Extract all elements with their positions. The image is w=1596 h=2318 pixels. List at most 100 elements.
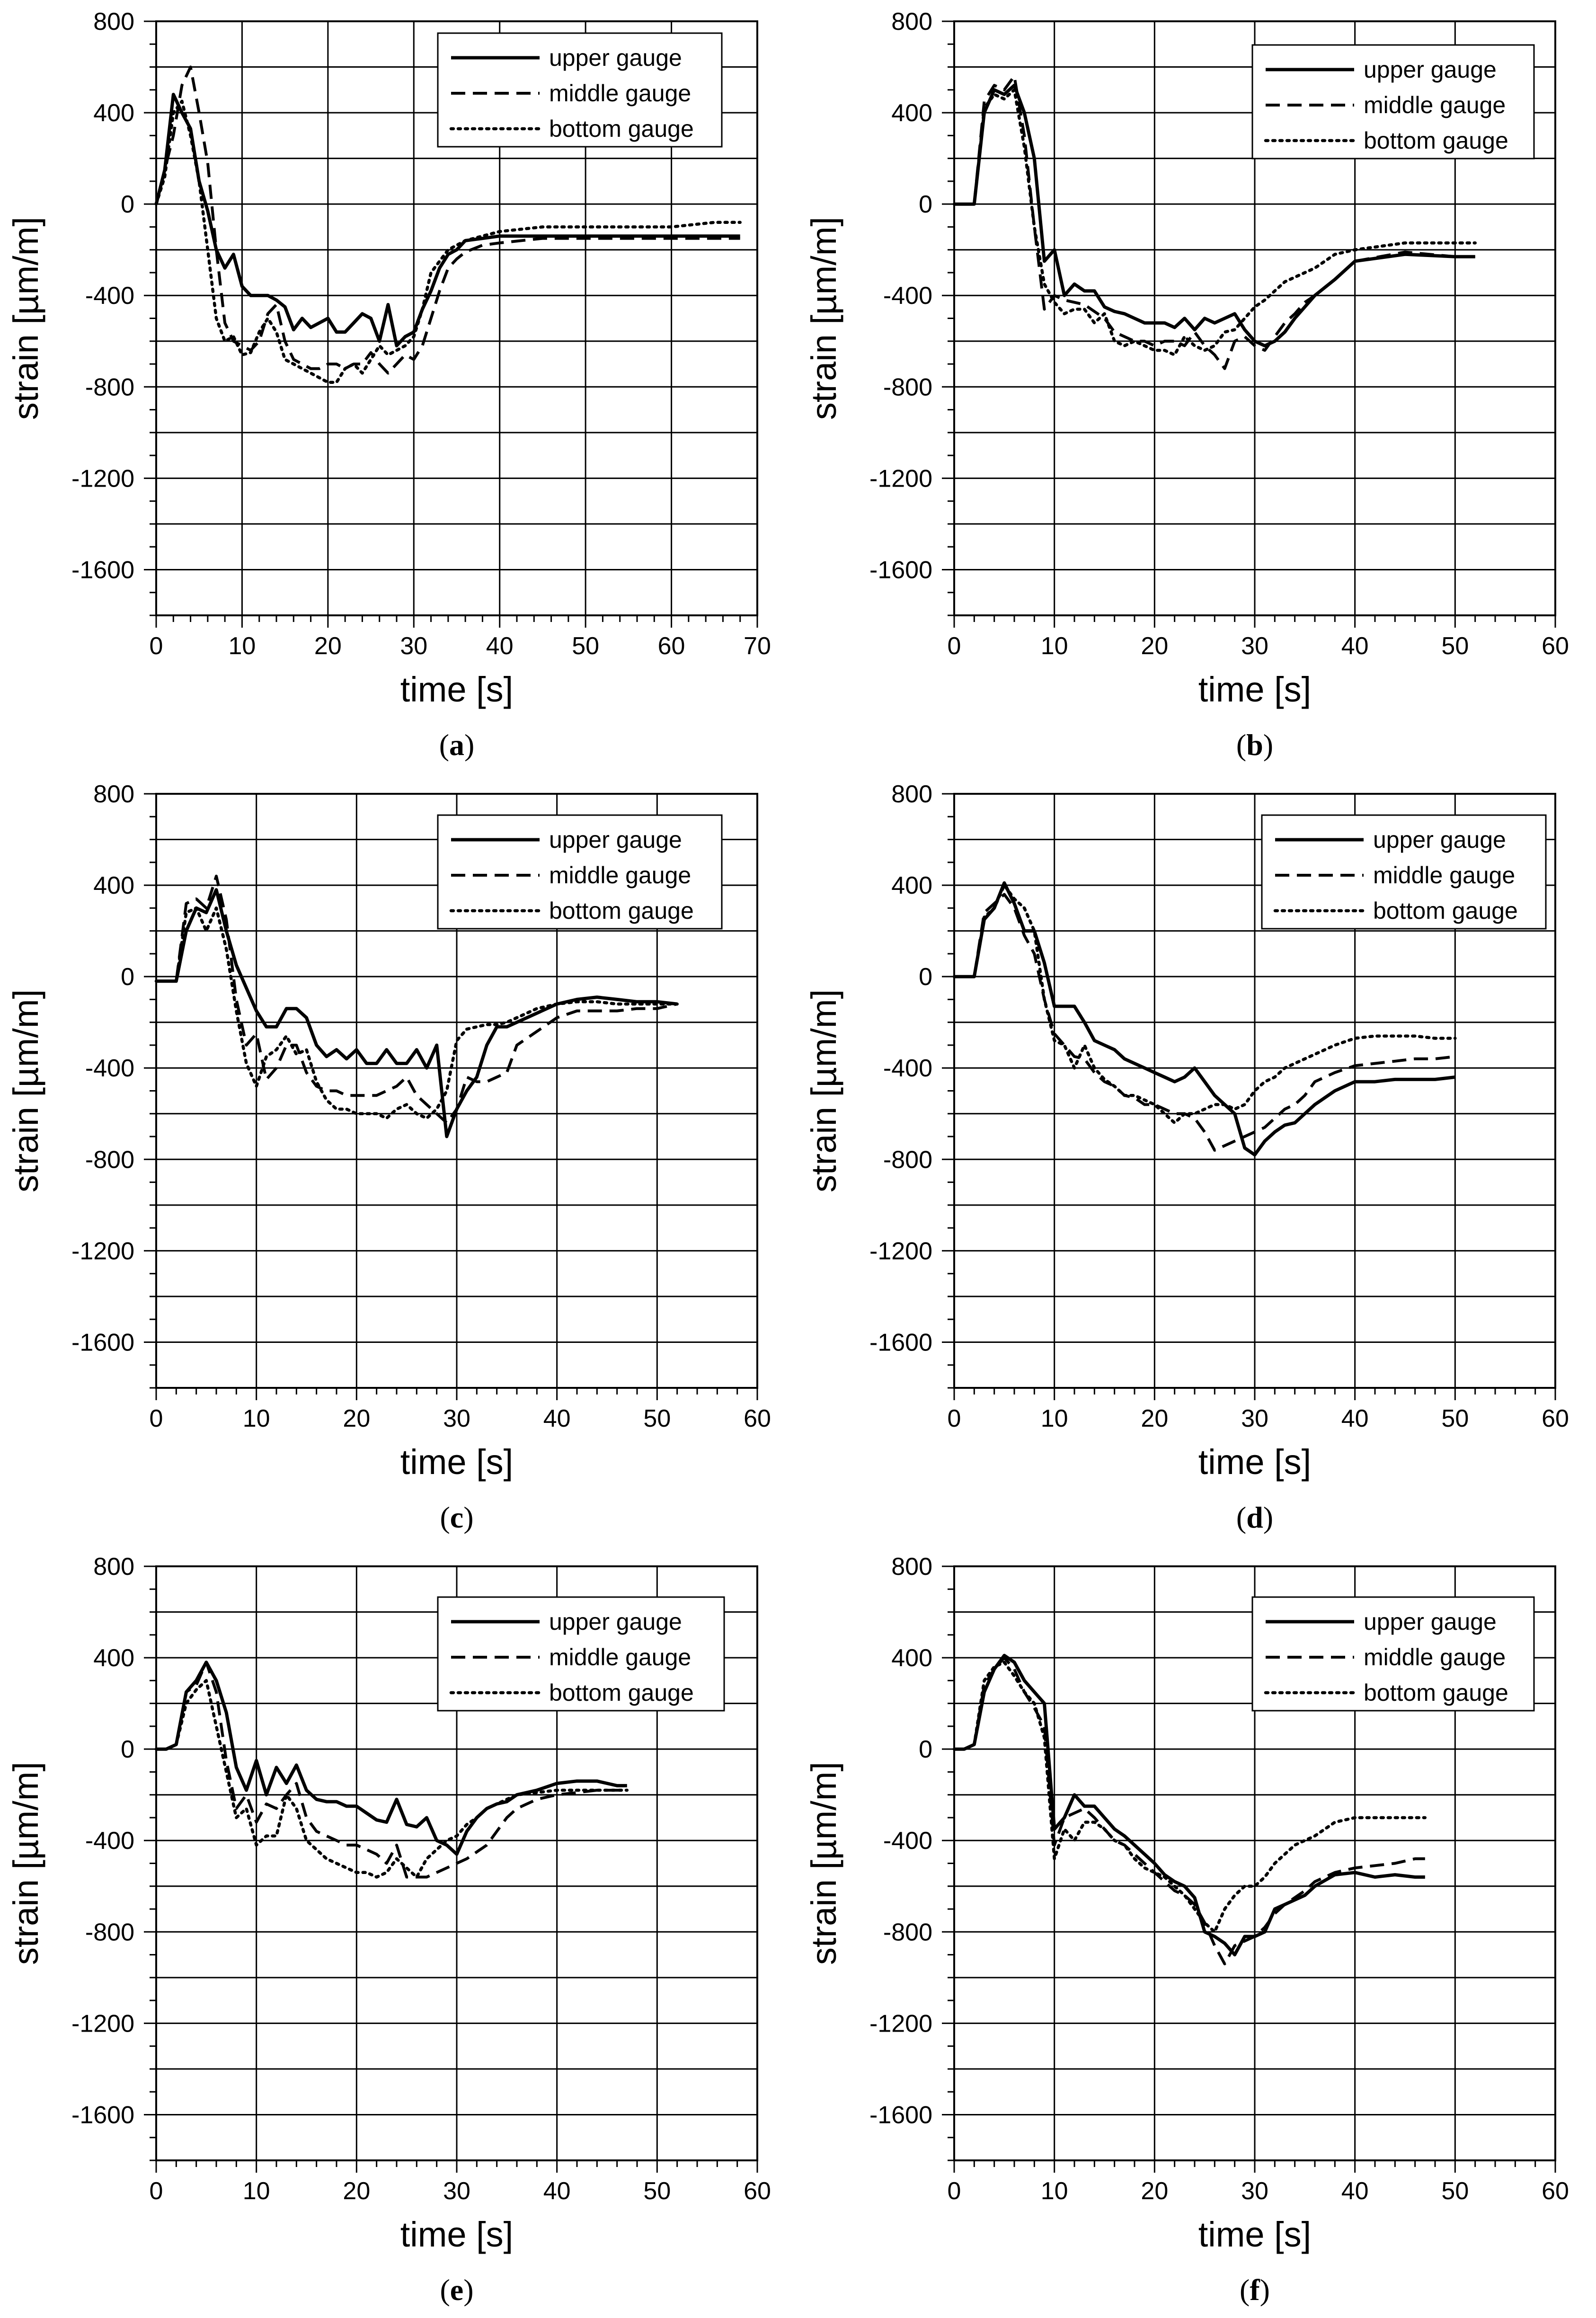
panel-a-x-tick-label: 0	[150, 632, 163, 660]
panel-c-y-axis-title: strain [µm/m]	[6, 989, 45, 1192]
panel-b-x-tick-label: 10	[1041, 632, 1068, 660]
panel-b-series-middle-gauge	[954, 74, 1475, 370]
panel-b-x-tick-label: 20	[1141, 632, 1168, 660]
panel-b-x-axis-title: time [s]	[1198, 670, 1311, 709]
panel-d-legend: upper gauge middle gauge bottom gauge	[1261, 814, 1547, 930]
panel-d-series-bottom-gauge	[952, 883, 1457, 1125]
panel-b-caption-letter: b	[1246, 728, 1263, 762]
panel-a-y-tick-label: 0	[121, 191, 134, 218]
panel-a-x-tick-label: 40	[486, 632, 514, 660]
panel-b-y-tick-label: -800	[883, 373, 932, 401]
panel-a-x-axis-title: time [s]	[400, 670, 513, 709]
panel-e-caption: (e)	[440, 2273, 473, 2307]
panel-f-x-tick-label: 0	[948, 2177, 961, 2205]
panel-c-x-tick-label: 10	[243, 1405, 270, 1432]
panel-a-legend-box	[437, 32, 723, 148]
panel-e-y-tick-label: 0	[121, 1736, 134, 1763]
panel-a-x-tick-label: 20	[314, 632, 342, 660]
panel-d-x-tick-label: 10	[1041, 1405, 1068, 1432]
panel-c-caption: (c)	[440, 1501, 473, 1534]
panel-a-x-tick-label: 60	[658, 632, 685, 660]
panel-e-y-tick-label: -1200	[71, 2010, 134, 2037]
panel-a-legend-label: middle gauge	[549, 80, 691, 107]
panel-f-y-tick-label: -1200	[869, 2010, 932, 2037]
panel-b-y-axis-title: strain [µm/m]	[804, 217, 843, 420]
panel-a-caption: (a)	[439, 728, 475, 762]
chart-panel-f: 800 400 0 -400 -800 -1200 -1600 0 10 20 30 40 50 60 ti…	[804, 1553, 1569, 2307]
panel-c-y-tick-label: 800	[93, 781, 134, 808]
panel-e-y-tick-label: -800	[85, 1918, 134, 1946]
panel-f-caption-open: (	[1240, 2273, 1250, 2307]
panel-e-x-tick-label: 10	[243, 2177, 270, 2205]
panel-d-ticks	[942, 793, 1556, 1400]
panel-f-x-tick-label: 40	[1341, 2177, 1369, 2205]
panel-c-y-tick-label: -1600	[71, 1329, 134, 1356]
panel-a-series-bottom-gauge	[154, 99, 742, 384]
panel-d-x-tick-label: 0	[948, 1405, 961, 1432]
panel-c-legend-label: bottom gauge	[549, 897, 694, 924]
panel-c-caption-open: (	[440, 1501, 450, 1534]
panel-f-y-axis-title: strain [µm/m]	[804, 1762, 843, 1965]
panel-c-caption-close: )	[463, 1501, 473, 1534]
panel-e-x-tick-label: 40	[543, 2177, 571, 2205]
panel-a-x-tick-label: 70	[744, 632, 771, 660]
panel-c-y-tick-label: 0	[121, 963, 134, 991]
panel-f-x-axis-title: time [s]	[1198, 2215, 1311, 2254]
panel-a-y-tick-label: -1200	[71, 465, 134, 492]
panel-d-caption-open: (	[1236, 1501, 1246, 1534]
panel-c-x-axis-title: time [s]	[400, 1442, 513, 1482]
panel-d-y-tick-label: -800	[883, 1146, 932, 1173]
panel-a-ticks	[144, 20, 758, 628]
panel-d-y-tick-label: -1600	[869, 1329, 932, 1356]
panel-c-y-tick-label: 400	[93, 872, 134, 899]
panel-a-legend-label: upper gauge	[549, 44, 682, 71]
panel-d-caption-close: )	[1263, 1501, 1273, 1534]
panel-c-legend-label: middle gauge	[549, 862, 691, 888]
panel-a-legend-label: bottom gauge	[549, 115, 694, 142]
panel-f-y-tick-label: -400	[883, 1827, 932, 1855]
panel-b-y-tick-label: -400	[883, 282, 932, 310]
panel-f-x-tick-label: 30	[1241, 2177, 1268, 2205]
panel-b-caption-open: (	[1236, 728, 1246, 762]
panel-b-series-bottom-gauge	[952, 88, 1477, 356]
panel-d-series-upper-gauge	[954, 881, 1455, 1157]
panel-d-caption-letter: d	[1246, 1501, 1263, 1534]
panel-e-y-tick-label: -1600	[71, 2101, 134, 2129]
panel-e-series-middle-gauge	[156, 1661, 627, 1879]
panel-f-series-bottom-gauge	[952, 1661, 1427, 1934]
panel-a-y-axis-title: strain [µm/m]	[6, 217, 45, 420]
panel-e-ticks	[144, 1565, 758, 2173]
panel-a-caption-open: (	[439, 728, 449, 762]
panel-e-series-upper-gauge	[156, 1661, 627, 1856]
panel-d-x-tick-label: 60	[1542, 1405, 1569, 1432]
panel-e-y-tick-label: 400	[93, 1644, 134, 1672]
panel-d-y-tick-label: -1200	[869, 1237, 932, 1265]
panel-c-y-tick-label: -1200	[71, 1237, 134, 1265]
panel-f-y-tick-label: 800	[891, 1553, 932, 1581]
panel-d-x-tick-label: 40	[1341, 1405, 1369, 1432]
panel-b-x-tick-label: 60	[1542, 632, 1569, 660]
panel-e-caption-open: (	[440, 2273, 450, 2307]
panel-f-x-tick-label: 10	[1041, 2177, 1068, 2205]
panel-f-caption: (f)	[1240, 2273, 1270, 2307]
panel-d-y-axis-title: strain [µm/m]	[804, 989, 843, 1192]
panel-b-x-tick-label: 40	[1341, 632, 1369, 660]
panel-e-caption-close: )	[463, 2273, 473, 2307]
panel-c-series-middle-gauge	[156, 874, 678, 1125]
panel-c-y-tick-label: -400	[85, 1055, 134, 1082]
panel-f-x-tick-label: 60	[1542, 2177, 1569, 2205]
panel-e-x-tick-label: 30	[443, 2177, 470, 2205]
panel-f-ticks	[942, 1565, 1556, 2173]
panel-a-y-tick-label: 800	[93, 8, 134, 36]
panel-b-y-tick-label: -1600	[869, 556, 932, 584]
panel-e-legend-label: bottom gauge	[549, 1679, 694, 1706]
panel-d-y-tick-label: 0	[919, 963, 932, 991]
panel-e-x-tick-label: 50	[643, 2177, 671, 2205]
panel-e-legend-label: middle gauge	[549, 1644, 691, 1670]
panel-f-x-tick-label: 20	[1141, 2177, 1168, 2205]
panel-f-legend-label: upper gauge	[1364, 1608, 1497, 1635]
panel-f-y-tick-label: -1600	[869, 2101, 932, 2129]
panel-b-y-tick-label: 400	[891, 99, 932, 127]
panel-b-y-tick-label: 800	[891, 8, 932, 36]
panel-e-series-bottom-gauge	[154, 1679, 629, 1879]
